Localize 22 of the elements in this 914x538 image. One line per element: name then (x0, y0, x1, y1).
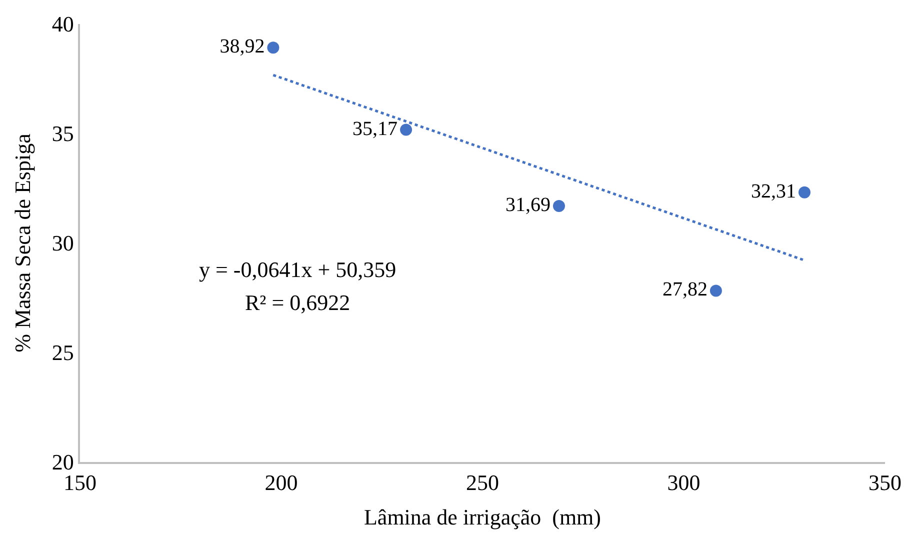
y-tick-label: 35 (52, 121, 74, 146)
point (552, 200, 565, 212)
x-tick-label: 350 (868, 470, 902, 496)
data-label: 35,17 (352, 118, 398, 140)
x-tick-label: 200 (264, 470, 298, 496)
x-tick-label: 250 (466, 470, 499, 496)
x-tick-label: 300 (667, 470, 700, 496)
x-axis-title: Lâmina de irrigação (mm) (364, 504, 602, 530)
annotation: y = -0,0641x + 50,359 (199, 257, 396, 282)
y-axis-title: % Massa Seca de Espiga (10, 133, 36, 352)
point (267, 42, 280, 54)
point (400, 124, 412, 136)
data-label: 38,92 (220, 36, 265, 58)
point (710, 284, 722, 297)
data-label: 32,31 (751, 180, 796, 202)
annotation: R² = 0,6922 (245, 290, 350, 315)
point (798, 186, 810, 198)
data-label: 31,69 (505, 194, 550, 216)
y-tick-label: 40 (52, 12, 74, 37)
y-tick-label: 25 (52, 340, 74, 366)
y-tick-label: 30 (52, 230, 74, 256)
data-label: 27,82 (662, 278, 708, 301)
